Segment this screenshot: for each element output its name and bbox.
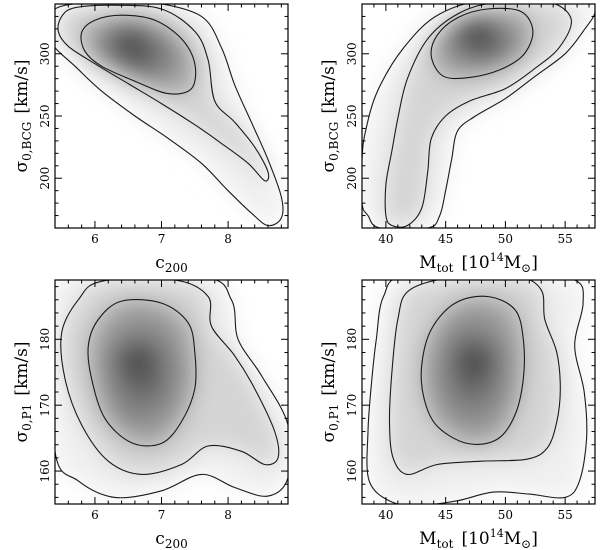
x-label-unit: [10 [461, 529, 489, 549]
y-tick-label: 170 [38, 394, 52, 417]
ticks [54, 3, 288, 229]
contour-outer [366, 280, 588, 504]
plot-area [55, 4, 288, 228]
x-label-subscript: tot [437, 261, 454, 275]
x-label-unit: [10 [461, 253, 489, 273]
x-tick-label: 50 [498, 232, 513, 246]
y-tick-label: 160 [345, 460, 359, 483]
x-label-base: M [419, 253, 436, 273]
x-axis-label: Mtot [1014M⊙] [419, 527, 538, 550]
x-tick-label: 40 [378, 232, 393, 246]
contour-inner [80, 14, 197, 95]
plot-area [55, 280, 288, 504]
y-tick-label: 300 [38, 42, 52, 65]
x-tick-label: 40 [378, 508, 393, 522]
y-label-base: σ [319, 161, 339, 173]
y-label-unit: [km/s] [12, 59, 32, 113]
x-tick-label: 50 [498, 508, 513, 522]
x-tick-label: 45 [438, 232, 453, 246]
y-tick-label: 170 [345, 394, 359, 417]
y-label-unit: [km/s] [319, 342, 339, 396]
x-label-unit-sun: ⊙ [521, 537, 531, 550]
y-tick-label: 300 [345, 42, 359, 65]
x-label-unit-mass: M [504, 529, 521, 549]
y-tick-label: 250 [345, 105, 359, 128]
x-label-unit-sun: ⊙ [521, 261, 531, 275]
x-label-unit-exponent: 14 [490, 527, 504, 540]
x-label-unit-close: ] [531, 529, 538, 549]
y-label-subscript: 0,P1 [327, 404, 341, 431]
x-axis-label: c200 [155, 253, 187, 275]
y-label-base: σ [12, 161, 32, 173]
x-label-base: c [155, 529, 165, 549]
contour-inner [420, 295, 525, 445]
plot-area [362, 280, 595, 504]
x-tick-label: 45 [438, 508, 453, 522]
x-axis-label: c200 [155, 529, 187, 550]
panel-c200-sigmaP1: 6 7 8 160 170 180 c200 σ0,P1 [km/s] [12, 279, 289, 550]
x-tick-label: 8 [224, 508, 232, 522]
density-peak [106, 20, 151, 57]
contour-middle [57, 4, 270, 182]
y-label-base: σ [12, 430, 32, 442]
y-tick-label: 160 [38, 460, 52, 483]
x-label-subscript: 200 [165, 261, 188, 275]
plot-area [362, 4, 595, 228]
y-label-subscript: 0,P1 [20, 404, 34, 431]
contour-outer [55, 280, 288, 499]
ticks [361, 3, 595, 229]
density-peak [112, 341, 157, 378]
y-axis-label: σ0,P1 [km/s] [12, 342, 34, 443]
y-label-base: σ [319, 430, 339, 442]
x-tick-label: 7 [158, 232, 166, 246]
y-label-unit: [km/s] [12, 342, 32, 396]
contour-outer [362, 4, 595, 228]
y-tick-label: 200 [38, 167, 52, 190]
x-tick-label: 8 [224, 232, 232, 246]
contour-inner [430, 7, 534, 80]
x-axis-label: Mtot [1014M⊙] [419, 251, 538, 275]
y-label-subscript: 0,BCG [327, 122, 341, 161]
density-peak [453, 13, 498, 50]
x-label-unit-close: ] [531, 253, 538, 273]
contour-middle [388, 280, 561, 475]
x-tick-label: 55 [557, 508, 572, 522]
y-tick-label: 180 [38, 328, 52, 351]
y-tick-label: 200 [345, 167, 359, 190]
x-label-base: c [155, 253, 165, 273]
x-label-subscript: 200 [165, 537, 188, 550]
x-label-unit-exponent: 14 [490, 251, 504, 264]
y-axis-label: σ0,BCG [km/s] [319, 59, 341, 172]
y-axis-label: σ0,BCG [km/s] [12, 59, 34, 172]
ticks [361, 280, 595, 504]
density-peak [453, 341, 498, 378]
x-label-base: M [419, 529, 436, 549]
y-label-unit: [km/s] [319, 59, 339, 113]
y-tick-label: 250 [38, 105, 52, 128]
density-shading [55, 280, 288, 498]
x-label-unit-mass: M [504, 253, 521, 273]
ticks [54, 280, 288, 504]
contour-middle [384, 4, 572, 228]
contour-middle [60, 280, 280, 475]
x-label-subscript: tot [437, 537, 454, 550]
x-tick-label: 6 [91, 232, 99, 246]
x-tick-label: 6 [91, 508, 99, 522]
contour-inner [87, 298, 197, 447]
contour-outer [55, 4, 284, 227]
y-label-subscript: 0,BCG [20, 122, 34, 161]
y-axis-label: σ0,P1 [km/s] [319, 342, 341, 443]
y-tick-label: 180 [345, 328, 359, 351]
x-tick-label: 55 [557, 232, 572, 246]
x-tick-label: 7 [158, 508, 166, 522]
